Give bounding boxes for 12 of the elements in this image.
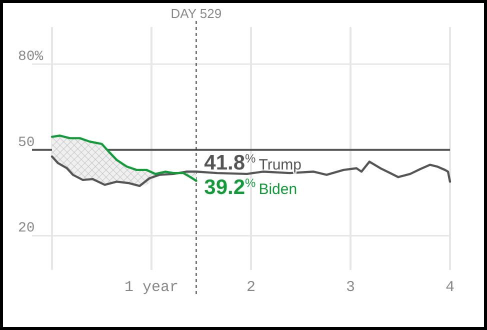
y-tick-label: 80%	[18, 49, 44, 66]
ref-line-label: DAY 529	[170, 6, 222, 21]
annotation: 41.8$^{%}$	[204, 151, 256, 174]
y-tick-label: 50	[18, 134, 35, 151]
y-tick-label: 20	[18, 220, 35, 237]
x-tick-label: 4	[445, 279, 455, 296]
text: Biden	[258, 180, 298, 198]
x-tick-label: 1 year	[124, 279, 179, 296]
x-tick-label: 2	[246, 279, 256, 296]
x-tick-label: 3	[346, 279, 356, 296]
annotation: 39.2$^{%}$	[204, 176, 256, 199]
series-label: Trump	[258, 156, 302, 174]
